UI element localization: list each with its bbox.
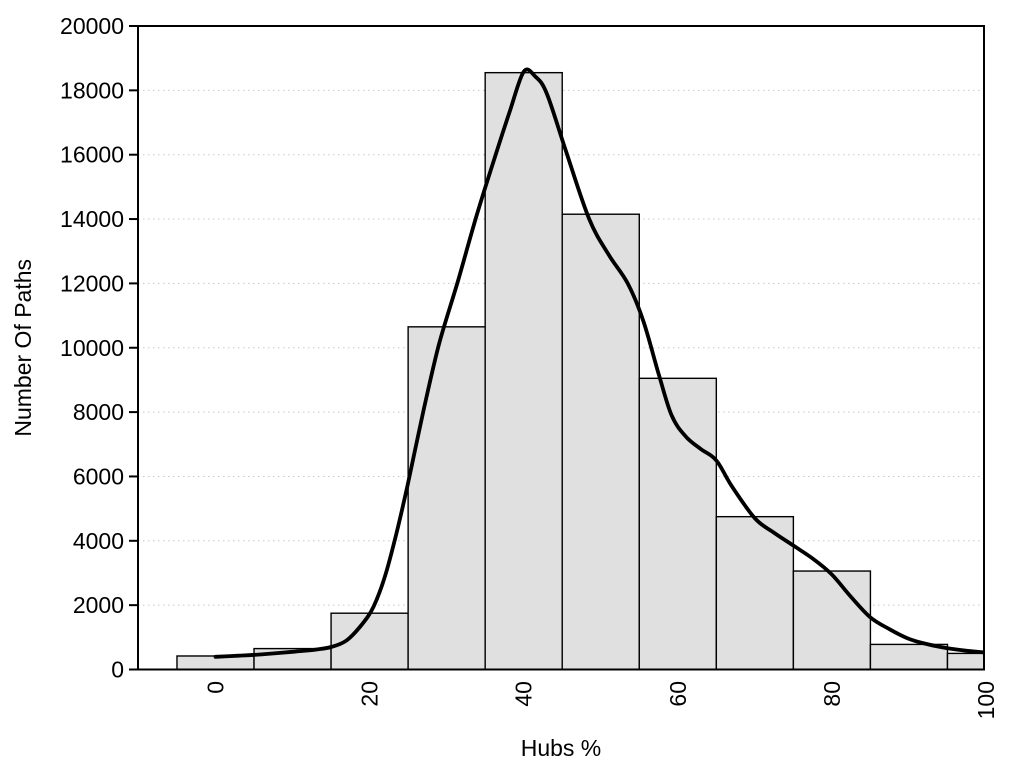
x-tick-label: 60 — [665, 681, 691, 707]
y-tick-label: 2000 — [73, 592, 124, 618]
density-curve — [213, 67, 984, 659]
y-tick-label: 18000 — [60, 77, 124, 103]
histogram-bar — [407, 326, 486, 670]
y-tick-label: 8000 — [73, 399, 124, 425]
y-tick-label: 20000 — [60, 13, 124, 39]
histogram-bars — [176, 71, 984, 670]
x-tick-label: 100 — [973, 681, 999, 719]
x-axis-tick-labels: 0 20 40 60 80 100 — [203, 681, 1000, 719]
y-axis-title: Number Of Paths — [10, 259, 36, 437]
plot-border — [137, 25, 985, 671]
histogram-bar — [869, 643, 949, 670]
y-tick-label: 10000 — [60, 335, 124, 361]
x-tick-label: 80 — [819, 681, 845, 707]
y-tick-label: 6000 — [73, 463, 124, 489]
y-tick-label: 4000 — [73, 528, 124, 554]
histogram-bar — [638, 377, 718, 670]
histogram-bar — [946, 652, 984, 670]
x-tick-label: 0 — [203, 681, 229, 694]
x-tick-label: 20 — [357, 681, 383, 707]
x-tick-label: 40 — [511, 681, 537, 707]
histogram-bar — [561, 213, 640, 670]
y-axis-tick-labels: 0 2000 4000 6000 8000 10000 12000 14000 … — [60, 13, 124, 683]
y-tick-label: 12000 — [60, 270, 124, 296]
y-tick-label: 0 — [111, 657, 124, 683]
histogram-bar — [715, 515, 795, 670]
density-curve-path — [213, 67, 984, 659]
y-tick-label: 16000 — [60, 142, 124, 168]
gridlines — [138, 89, 984, 606]
histogram-bar — [792, 570, 872, 670]
axes — [129, 25, 985, 671]
x-axis-title: Hubs % — [521, 735, 602, 761]
y-tick-label: 14000 — [60, 206, 124, 232]
histogram-bar — [484, 71, 563, 670]
